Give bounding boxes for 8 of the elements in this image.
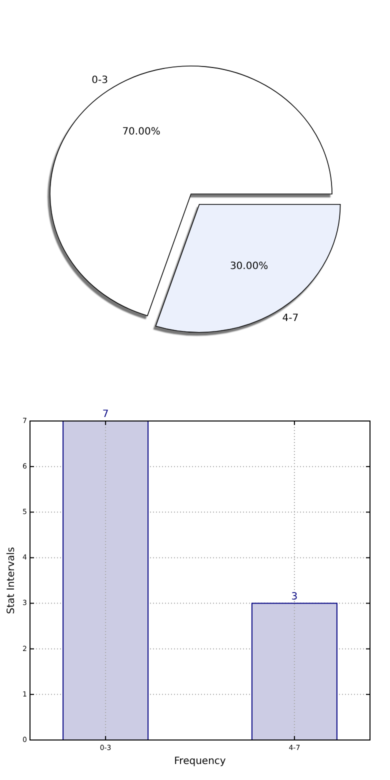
data-label: 30.00% (230, 261, 268, 272)
data-label: 70.00% (122, 126, 160, 138)
y-axis-title: Stat Intervals (6, 546, 17, 614)
slice-label: 0-3 (92, 74, 108, 86)
data-label: 7 (102, 409, 109, 420)
slice-label: 4-7 (282, 313, 299, 324)
x-axis-title: Frequency (174, 756, 226, 767)
data-label: 3 (291, 591, 298, 602)
